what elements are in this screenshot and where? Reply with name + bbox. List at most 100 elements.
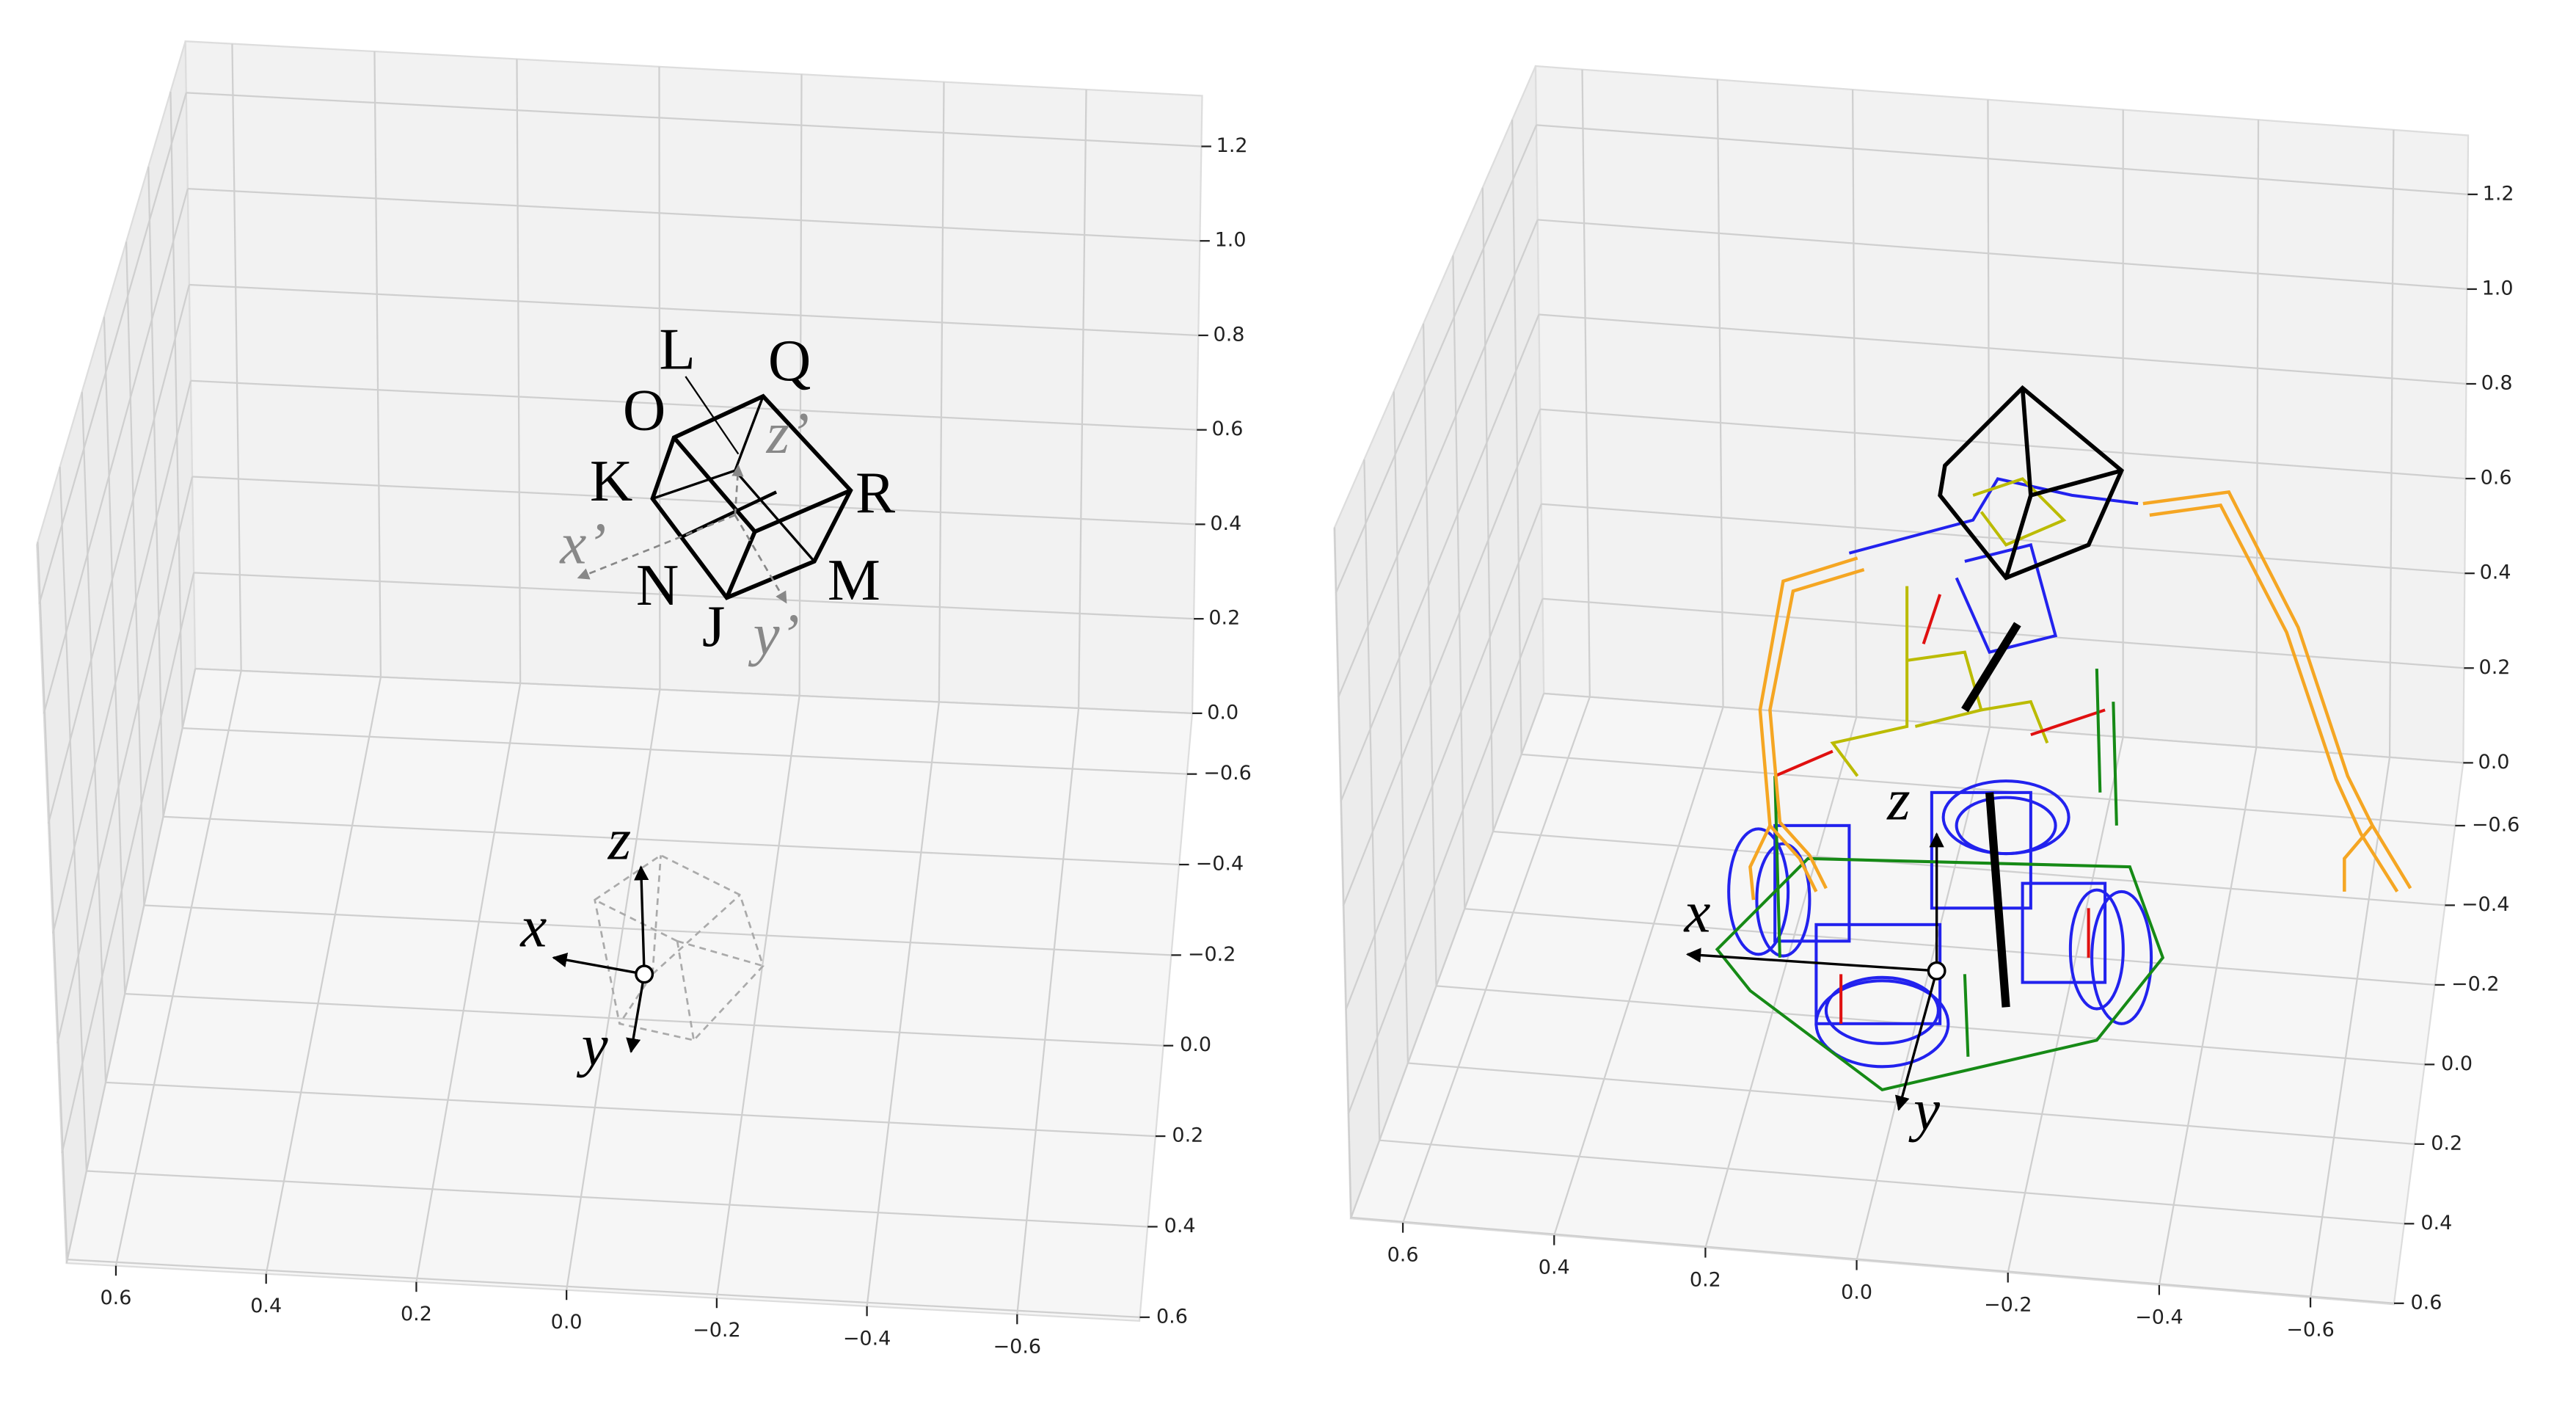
y-tick-label: 0.2 bbox=[1172, 1124, 1203, 1147]
x-tick-label: 0.0 bbox=[551, 1311, 583, 1334]
z-tick-label: 0.4 bbox=[1210, 512, 1241, 535]
grid-line bbox=[1337, 219, 1539, 698]
x-tick-label: −0.2 bbox=[693, 1319, 741, 1342]
y-tick-label: −0.4 bbox=[1196, 853, 1244, 876]
grid-line bbox=[106, 1081, 1156, 1138]
grid-line bbox=[189, 283, 1199, 337]
grid-line bbox=[192, 476, 1196, 525]
grid-line bbox=[1407, 1062, 2415, 1145]
grid-line bbox=[2309, 757, 2391, 1298]
grid-line bbox=[1852, 90, 1858, 718]
base-axis-label: y bbox=[577, 1013, 608, 1079]
grid-line bbox=[1544, 692, 2464, 764]
grid-line bbox=[1542, 597, 2464, 669]
base-axis-label: x bbox=[1683, 879, 1710, 945]
x-tick-label: 0.2 bbox=[401, 1303, 432, 1325]
grid-line bbox=[1481, 187, 1495, 832]
grid-line bbox=[1393, 391, 1409, 1063]
z-tick-label: 0.0 bbox=[1207, 701, 1238, 724]
grid-line bbox=[1987, 99, 1991, 727]
grid-line bbox=[1511, 120, 1522, 754]
grid-line bbox=[1422, 323, 1437, 986]
grid-line bbox=[190, 379, 1197, 431]
grid-line bbox=[163, 815, 1180, 866]
grid-line bbox=[2007, 737, 2124, 1273]
grid-line bbox=[1342, 409, 1541, 906]
grid-line bbox=[144, 904, 1172, 956]
base-axis-label: z bbox=[607, 806, 632, 872]
right-panel: 0.0 0.2 0.4 0.6 0.8 1.0 1.2 0.6 0.4 0.2 0.0 −0.2 −0.… bbox=[1333, 65, 2520, 1341]
grid-line bbox=[61, 572, 195, 1154]
point-label: L bbox=[659, 316, 695, 382]
z-tick-label: 0.6 bbox=[2481, 467, 2512, 490]
grid-line bbox=[2255, 120, 2260, 748]
frame-axis-label: x’ bbox=[559, 511, 606, 577]
grid-line bbox=[125, 993, 1164, 1047]
grid-line bbox=[1347, 598, 1544, 1115]
grid-line bbox=[1016, 708, 1080, 1314]
grid-line bbox=[1464, 908, 2435, 986]
y-tick-label: −0.2 bbox=[1188, 943, 1236, 966]
grid-line bbox=[86, 1170, 1148, 1228]
grid-line bbox=[67, 1259, 1140, 1318]
grid-line bbox=[147, 167, 164, 817]
x-tick-label: 0.2 bbox=[1690, 1269, 1721, 1292]
y-tick-label: −0.2 bbox=[2451, 972, 2500, 995]
x-tick-label: −0.4 bbox=[843, 1327, 891, 1350]
grid-line bbox=[938, 81, 945, 702]
frame-axes bbox=[577, 464, 787, 604]
y-tick-label: 0.4 bbox=[1164, 1215, 1196, 1237]
grid-line bbox=[415, 683, 522, 1282]
z-tick-label: 1.2 bbox=[2483, 182, 2514, 205]
grid-line bbox=[56, 476, 194, 1044]
grid-line bbox=[38, 92, 187, 604]
x-tick-label: −0.6 bbox=[2286, 1318, 2335, 1341]
grid-line bbox=[866, 702, 940, 1306]
z-tick-label: 0.6 bbox=[1211, 418, 1243, 440]
point-label: Q bbox=[768, 327, 811, 393]
grid-line bbox=[1704, 716, 1858, 1248]
grid-line bbox=[81, 391, 107, 1083]
grid-line bbox=[1521, 753, 2456, 827]
z-tick-label: 1.0 bbox=[2482, 277, 2514, 299]
grid-line bbox=[52, 380, 192, 934]
y-tick-label: 0.2 bbox=[2431, 1132, 2462, 1154]
grid-line bbox=[195, 668, 1193, 714]
x-tick-label: 0.6 bbox=[1387, 1244, 1419, 1267]
z-tick-label: 1.2 bbox=[1216, 134, 1248, 157]
grid-line bbox=[1363, 459, 1381, 1141]
grid-line bbox=[1716, 79, 1724, 708]
left-panel: 0.0 0.2 0.4 0.6 0.8 1.0 1.2 0.6 0.4 0.2 0.0 −0.2 −0.… bbox=[36, 40, 1252, 1358]
grid-line bbox=[1539, 313, 2467, 385]
grid-line bbox=[231, 43, 242, 671]
y-tick-label: 0.6 bbox=[2410, 1291, 2442, 1314]
z-tick-label: 0.8 bbox=[1214, 323, 1245, 346]
y-tick-label: 0.6 bbox=[1156, 1305, 1188, 1328]
grid-line bbox=[1553, 706, 1724, 1236]
target-cube bbox=[650, 376, 853, 600]
grid-line bbox=[658, 66, 661, 690]
grid-line bbox=[2158, 746, 2258, 1286]
grid-line bbox=[114, 670, 242, 1266]
y-tick-label: 0.0 bbox=[1180, 1033, 1211, 1056]
base-axes bbox=[1685, 832, 1946, 1111]
grid-line bbox=[186, 92, 1202, 148]
x-tick-label: −0.2 bbox=[1984, 1293, 2032, 1316]
grid-line bbox=[1537, 219, 2467, 291]
x-tick-label: 0.4 bbox=[250, 1295, 282, 1317]
y-tick-label: −0.6 bbox=[2472, 813, 2520, 836]
grid-line bbox=[1335, 124, 1538, 594]
grid-line bbox=[187, 188, 1200, 242]
point-label: N bbox=[636, 552, 679, 618]
robot bbox=[1715, 385, 2412, 1091]
z-tick-label: 1.0 bbox=[1215, 229, 1247, 252]
grid-line bbox=[1379, 1139, 2404, 1225]
grid-line bbox=[65, 668, 197, 1264]
x-tick-label: 0.0 bbox=[1841, 1281, 1872, 1304]
grid-line bbox=[103, 316, 126, 994]
y-tick-label: 0.0 bbox=[2441, 1052, 2473, 1075]
grid-line bbox=[2388, 129, 2395, 757]
grid-line bbox=[1345, 503, 1542, 1011]
